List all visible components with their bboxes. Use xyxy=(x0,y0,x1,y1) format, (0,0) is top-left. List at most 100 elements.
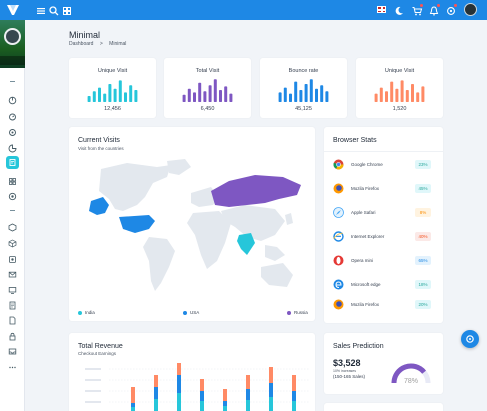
sparkline-bar xyxy=(289,93,292,102)
revenue-bar-segment xyxy=(292,391,296,401)
sparkline-bar xyxy=(325,91,329,102)
legend-label: USA xyxy=(190,310,200,315)
card-title: Total Revenue xyxy=(78,343,123,350)
settings-fab[interactable] xyxy=(461,330,479,348)
sidebar-item-file-icon[interactable] xyxy=(8,312,17,325)
bell-icon[interactable] xyxy=(428,4,440,16)
browser-percent-badge: 20% xyxy=(415,300,431,309)
profile-dropdown[interactable] xyxy=(0,56,25,65)
sparkline-bar xyxy=(203,91,207,102)
revenue-bar-segment xyxy=(177,375,181,393)
browser-row[interactable]: Google Chrome 23% xyxy=(333,159,433,171)
map-alaska[interactable] xyxy=(89,197,109,215)
card-subtitle: Visit from the countries xyxy=(78,146,124,151)
sparkline-bar xyxy=(411,84,414,102)
browser-row[interactable]: Mozila Firefox 45% xyxy=(333,183,433,195)
search-icon[interactable] xyxy=(48,4,60,16)
map-greenland xyxy=(167,159,191,175)
browser-row[interactable]: Mozila Firefox 20% xyxy=(333,299,433,311)
moon-icon[interactable] xyxy=(393,4,405,16)
sidebar-item-dashboard-icon[interactable] xyxy=(8,92,17,105)
sparkline-bar xyxy=(374,93,378,102)
firefox-icon xyxy=(333,299,344,310)
revenue-bar-segment xyxy=(200,379,204,391)
card-title: Sales Prediction xyxy=(333,343,384,350)
sidebar-item-monitor-icon[interactable] xyxy=(8,282,17,294)
logo-icon[interactable] xyxy=(6,3,20,17)
user-avatar[interactable] xyxy=(464,3,477,16)
world-map[interactable] xyxy=(79,157,305,307)
stat-value: 12,456 xyxy=(104,106,121,112)
sidebar-item-lock-icon[interactable] xyxy=(8,328,17,341)
browser-row[interactable]: Apple Safari 8% xyxy=(333,207,433,219)
grid-icon[interactable] xyxy=(61,4,73,16)
revenue-bar-segment xyxy=(246,389,250,400)
breadcrumb: Dashboard > Minimal xyxy=(69,41,131,47)
breadcrumb-current: Minimal xyxy=(109,41,127,47)
map-africa xyxy=(187,211,231,269)
browser-row[interactable]: Microsoft edge 18% xyxy=(333,279,433,291)
stat-sparkline xyxy=(374,80,425,102)
sidebar-divider xyxy=(10,210,15,211)
sparkline-bar xyxy=(213,79,217,102)
map-usa[interactable] xyxy=(119,215,155,233)
sparkline-bar xyxy=(219,90,222,102)
revenue-bar-segment xyxy=(200,391,204,401)
sidebar-item-inbox-icon[interactable] xyxy=(8,343,17,355)
sidebar-item-layers-icon[interactable] xyxy=(8,251,17,263)
sales-prediction-card: Sales Prediction $3,528 10% increases (1… xyxy=(324,333,443,394)
sidebar-item-cube-icon[interactable] xyxy=(8,219,17,232)
map-russia[interactable] xyxy=(211,175,301,207)
stat-sparkline xyxy=(182,79,233,102)
sidebar-item-active[interactable] xyxy=(6,156,19,169)
stat-card-bounce-rate: Bounce rate 45,125 xyxy=(260,58,347,118)
browser-row[interactable]: Internet Explorer 40% xyxy=(333,231,433,243)
sparkline-bar xyxy=(118,80,122,102)
top-navbar xyxy=(0,0,487,20)
sidebar-item-settings-icon[interactable] xyxy=(8,124,17,136)
legend-dot xyxy=(78,310,82,315)
revenue-bar-segment xyxy=(223,389,227,401)
gear-icon xyxy=(466,335,474,343)
cart-icon[interactable] xyxy=(411,4,423,16)
sidebar-item-mail-icon[interactable] xyxy=(8,266,17,278)
settings-icon[interactable] xyxy=(445,4,457,16)
sparkline-bar xyxy=(113,88,117,102)
browser-row[interactable]: Opera mini 65% xyxy=(333,255,433,267)
card-title: Current Visits xyxy=(78,137,120,144)
sparkline-bar xyxy=(320,85,324,102)
card-subtitle: Checkout Earnings xyxy=(78,351,117,356)
sparkline-bar xyxy=(400,80,404,102)
sales-gauge: 78% xyxy=(391,363,431,385)
browser-percent-badge: 18% xyxy=(415,280,431,289)
sidebar-item-stopwatch-icon[interactable] xyxy=(8,108,17,121)
cart-badge xyxy=(420,4,423,7)
y-tick-label xyxy=(85,379,101,381)
sparkline-bar xyxy=(193,92,196,102)
flag-uk-icon[interactable] xyxy=(377,6,386,13)
sidebar-item-box-icon[interactable] xyxy=(8,235,17,248)
gauge-label: 78% xyxy=(404,378,418,385)
breadcrumb-dashboard[interactable]: Dashboard xyxy=(69,41,94,47)
sidebar-item-chart-icon[interactable] xyxy=(8,140,17,153)
legend-dot xyxy=(287,310,291,315)
map-south-america xyxy=(143,237,175,291)
sparkline-bar xyxy=(390,81,394,102)
browser-percent-badge: 45% xyxy=(415,184,431,193)
revenue-bar-segment xyxy=(223,401,227,406)
sparkline-bar xyxy=(182,94,186,102)
revenue-bar-segment xyxy=(131,387,135,403)
sidebar-item-grid-icon[interactable] xyxy=(8,173,17,185)
revenue-bar-segment xyxy=(200,401,204,411)
map-india[interactable] xyxy=(237,233,255,255)
sparkline-bar xyxy=(315,88,318,102)
breadcrumb-separator: > xyxy=(99,41,103,47)
menu-icon[interactable] xyxy=(35,4,47,16)
browser-name: Internet Explorer xyxy=(351,234,385,239)
sparkline-bar xyxy=(283,87,287,102)
sidebar-item-globe-icon[interactable] xyxy=(8,188,17,201)
sidebar-item-document-icon[interactable] xyxy=(8,297,17,310)
sparkline-bar xyxy=(278,92,282,102)
sidebar-item-more-icon[interactable] xyxy=(8,359,17,369)
sidebar-profile[interactable] xyxy=(0,20,25,68)
